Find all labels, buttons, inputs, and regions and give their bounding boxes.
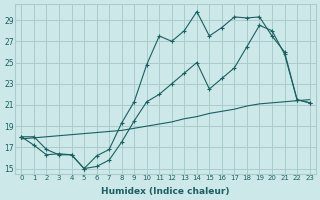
X-axis label: Humidex (Indice chaleur): Humidex (Indice chaleur) <box>101 187 230 196</box>
